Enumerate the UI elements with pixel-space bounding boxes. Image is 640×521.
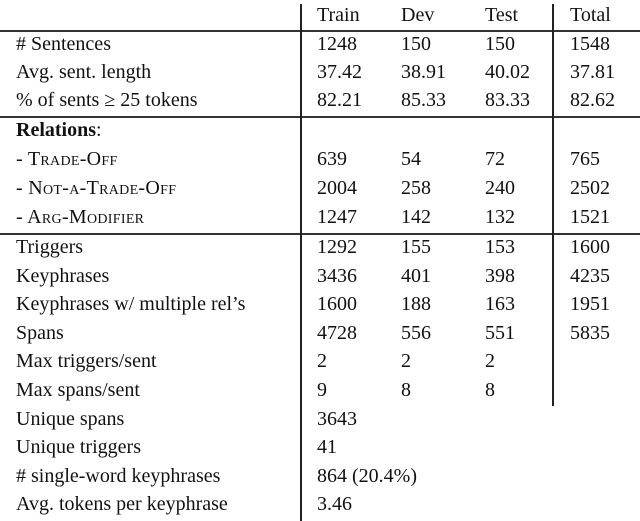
- cell-test: 72: [485, 148, 505, 170]
- row-label: - Trade-Off: [16, 148, 118, 170]
- table-row: # Sentences 1248 150 150 1548: [0, 30, 640, 59]
- cell-train: 639: [317, 148, 347, 170]
- table-row: - Trade-Off 639 54 72 765: [0, 145, 640, 174]
- relations-heading: Relations:: [16, 116, 102, 145]
- cell-test: 551: [485, 322, 515, 344]
- row-label: # Sentences: [16, 33, 111, 55]
- cell-total: 765: [570, 148, 600, 170]
- row-label: Spans: [16, 322, 64, 344]
- cell-train: 1248: [317, 33, 357, 55]
- cell-train: 1600: [317, 293, 357, 315]
- cell-dev: 155: [401, 236, 431, 258]
- cell-value: 864 (20.4%): [317, 465, 417, 487]
- cell-train: 9: [317, 379, 327, 401]
- row-label: % of sents ≥ 25 tokens: [16, 89, 198, 111]
- cell-total: 1521: [570, 206, 610, 228]
- table-row: Avg. tokens per keyphrase 3.46: [0, 490, 640, 519]
- table-row: % of sents ≥ 25 tokens 82.21 85.33 83.33…: [0, 86, 640, 115]
- cell-test: 398: [485, 265, 515, 287]
- cell-total: 2502: [570, 177, 610, 199]
- cell-test: 153: [485, 236, 515, 258]
- cell-total: 1951: [570, 293, 610, 315]
- cell-train: 2004: [317, 177, 357, 199]
- cell-dev: 2: [401, 350, 411, 372]
- cell-train: 1292: [317, 236, 357, 258]
- cell-test: 163: [485, 293, 515, 315]
- row-label: Max triggers/sent: [16, 350, 157, 372]
- cell-dev: 8: [401, 379, 411, 401]
- row-label: Unique triggers: [16, 436, 141, 458]
- table-row: Unique triggers 41: [0, 433, 640, 462]
- section-rule: [0, 116, 640, 118]
- relations-colon: :: [96, 119, 102, 141]
- cell-dev: 38.91: [401, 61, 446, 83]
- cell-train: 3436: [317, 265, 357, 287]
- table-row: Keyphrases 3436 401 398 4235: [0, 262, 640, 291]
- cell-test: 132: [485, 206, 515, 228]
- cell-dev: 150: [401, 33, 431, 55]
- cell-total: 4235: [570, 265, 610, 287]
- table-row: - Arg-Modifier 1247 142 132 1521: [0, 203, 640, 232]
- header-rule: [0, 30, 640, 32]
- table-row: Keyphrases w/ multiple rel’s 1600 188 16…: [0, 290, 640, 319]
- cell-test: 150: [485, 33, 515, 55]
- table-row: # single-word keyphrases 864 (20.4%): [0, 462, 640, 491]
- row-label: Keyphrases w/ multiple rel’s: [16, 293, 246, 315]
- table-row: Spans 4728 556 551 5835: [0, 319, 640, 348]
- cell-value: 3643: [317, 408, 357, 430]
- cell-train: 2: [317, 350, 327, 372]
- row-label: Avg. tokens per keyphrase: [16, 493, 228, 515]
- cell-total: 1548: [570, 33, 610, 55]
- cell-test: 240: [485, 177, 515, 199]
- cell-test: 8: [485, 379, 495, 401]
- table-row: Max spans/sent 9 8 8: [0, 376, 640, 405]
- col-header-dev: Dev: [401, 4, 435, 26]
- col-header-test: Test: [485, 4, 519, 26]
- cell-value: 3.46: [317, 493, 352, 515]
- relations-header-row: Relations:: [0, 116, 640, 145]
- label-column-rule: [300, 4, 302, 521]
- cell-dev: 401: [401, 265, 431, 287]
- cell-total: 82.62: [570, 89, 615, 111]
- col-header-total: Total: [570, 4, 611, 26]
- cell-test: 83.33: [485, 89, 530, 111]
- row-label: Unique spans: [16, 408, 125, 430]
- total-column-rule: [552, 4, 554, 406]
- table-row: - Not-a-Trade-Off 2004 258 240 2502: [0, 174, 640, 203]
- table-row: Unique spans 3643: [0, 405, 640, 434]
- cell-dev: 142: [401, 206, 431, 228]
- cell-train: 37.42: [317, 61, 362, 83]
- cell-dev: 556: [401, 322, 431, 344]
- cell-total: 1600: [570, 236, 610, 258]
- row-label: Keyphrases: [16, 265, 110, 287]
- section-rule: [0, 233, 640, 235]
- col-header-train: Train: [317, 4, 360, 26]
- relations-label: Relations: [16, 119, 96, 141]
- row-label: # single-word keyphrases: [16, 465, 221, 487]
- table-row: Avg. sent. length 37.42 38.91 40.02 37.8…: [0, 58, 640, 87]
- cell-total: 5835: [570, 322, 610, 344]
- cell-value: 41: [317, 436, 337, 458]
- cell-train: 4728: [317, 322, 357, 344]
- cell-dev: 188: [401, 293, 431, 315]
- table-row: Triggers 1292 155 153 1600: [0, 233, 640, 262]
- row-label: Max spans/sent: [16, 379, 140, 401]
- cell-test: 2: [485, 350, 495, 372]
- cell-train: 1247: [317, 206, 357, 228]
- row-label: Triggers: [16, 236, 84, 258]
- cell-dev: 54: [401, 148, 421, 170]
- table-row: Max triggers/sent 2 2 2: [0, 347, 640, 376]
- row-label: - Arg-Modifier: [16, 206, 145, 228]
- row-label: - Not-a-Trade-Off: [16, 177, 177, 199]
- cell-total: 37.81: [570, 61, 615, 83]
- row-label: Avg. sent. length: [16, 61, 152, 83]
- cell-train: 82.21: [317, 89, 362, 111]
- cell-test: 40.02: [485, 61, 530, 83]
- table-header-row: Train Dev Test Total: [0, 1, 640, 30]
- cell-dev: 258: [401, 177, 431, 199]
- cell-dev: 85.33: [401, 89, 446, 111]
